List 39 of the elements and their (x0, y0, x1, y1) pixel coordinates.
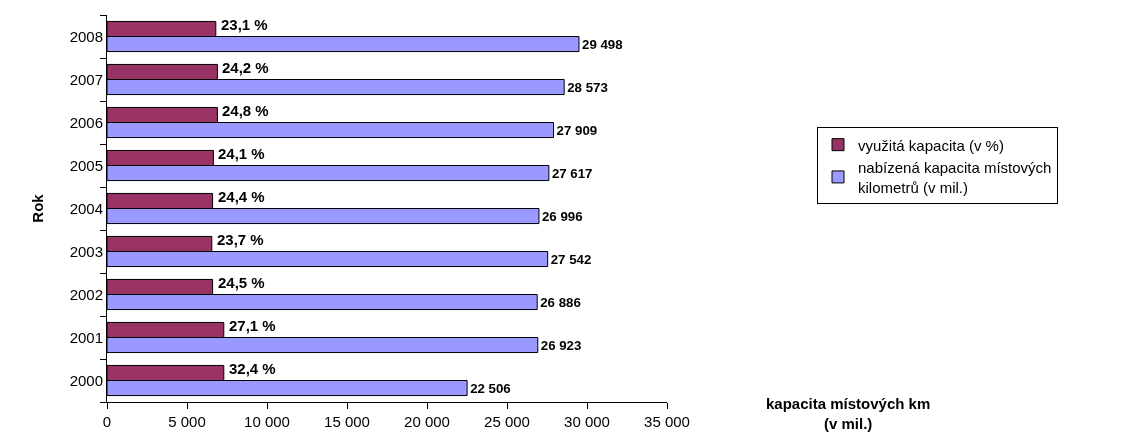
x-tick-label: 30 000 (564, 413, 610, 430)
y-tick-label: 2004 (69, 199, 103, 217)
data-label: 27 909 (556, 122, 598, 138)
annotation: 24,8 % (222, 102, 269, 119)
data-label: 27 542 (550, 251, 592, 267)
annotation: 24,5 % (218, 274, 265, 291)
legend-label: nabízená kapacita místových kilometrů (v mil.) (858, 159, 1052, 196)
data-label: 29 498 (581, 36, 623, 52)
x-tick-label: 0 (102, 413, 112, 430)
annotation: 27,1 % (229, 317, 276, 334)
y-tick-label: 2001 (69, 328, 103, 346)
y-tick-label: 2000 (69, 371, 103, 389)
x-tick-label: 15 000 (324, 413, 370, 430)
x-tick-label: 25 000 (484, 413, 530, 430)
x-tick-label: 20 000 (404, 413, 450, 430)
y-tick-label: 2008 (69, 27, 103, 45)
data-label: 22 506 (470, 380, 511, 396)
y-tick-label: 2006 (69, 113, 103, 131)
annotation: 23,1 % (221, 16, 268, 33)
annotation: 24,4 % (218, 188, 265, 205)
x-tick-label: 35 000 (644, 413, 690, 430)
text: kapacita místových km (v mil.) (766, 395, 931, 432)
y-axis-title: Rok (28, 193, 46, 223)
x-tick-label: 5 000 (168, 413, 206, 430)
annotation: 24,1 % (218, 145, 265, 162)
annotation: 32,4 % (229, 360, 276, 377)
y-tick-label: 2002 (69, 285, 103, 303)
data-label: 27 617 (551, 165, 593, 181)
y-tick-label: 2007 (69, 70, 103, 88)
y-tick-label: 2003 (69, 242, 103, 260)
data-label: 26 886 (540, 294, 581, 310)
annotation: 23,7 % (217, 231, 264, 248)
legend-label: využitá kapacita (v %) (858, 136, 1004, 154)
y-tick-label: 2005 (69, 156, 103, 174)
data-label: 28 573 (567, 79, 608, 95)
annotation: 24,2 % (222, 59, 269, 76)
x-tick-label: 10 000 (244, 413, 290, 430)
data-label: 26 923 (540, 337, 582, 353)
data-label: 26 996 (541, 208, 583, 224)
